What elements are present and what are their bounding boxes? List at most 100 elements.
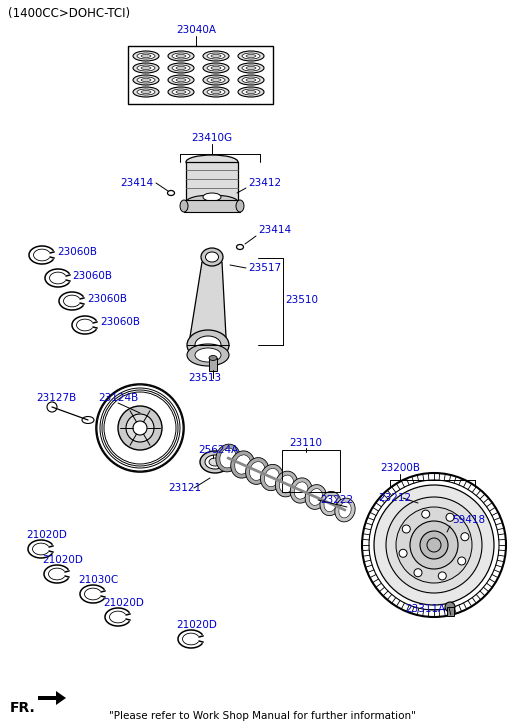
- Text: 23060B: 23060B: [57, 247, 97, 257]
- Circle shape: [422, 510, 430, 518]
- Ellipse shape: [137, 53, 155, 59]
- Ellipse shape: [141, 66, 151, 70]
- Text: 23513: 23513: [188, 373, 221, 383]
- Ellipse shape: [238, 63, 264, 73]
- Circle shape: [410, 521, 458, 569]
- Ellipse shape: [168, 87, 194, 97]
- Circle shape: [420, 531, 448, 559]
- Ellipse shape: [209, 356, 217, 361]
- Ellipse shape: [180, 200, 188, 212]
- Ellipse shape: [260, 465, 283, 491]
- Text: 23110: 23110: [290, 438, 323, 448]
- Text: 23212: 23212: [378, 493, 411, 503]
- Ellipse shape: [220, 448, 236, 468]
- Ellipse shape: [246, 90, 256, 94]
- Ellipse shape: [216, 444, 240, 472]
- Text: 23124B: 23124B: [98, 393, 138, 403]
- Text: 23510: 23510: [285, 295, 318, 305]
- Ellipse shape: [320, 491, 341, 515]
- Ellipse shape: [195, 336, 221, 354]
- Text: 25624A: 25624A: [198, 445, 238, 455]
- Ellipse shape: [206, 252, 219, 262]
- Ellipse shape: [133, 63, 159, 73]
- Ellipse shape: [211, 79, 221, 81]
- Ellipse shape: [246, 55, 256, 57]
- Circle shape: [414, 569, 422, 577]
- Text: 23200B: 23200B: [380, 463, 420, 473]
- Ellipse shape: [186, 195, 238, 209]
- Ellipse shape: [207, 77, 225, 83]
- Ellipse shape: [211, 55, 221, 57]
- Text: 23414: 23414: [258, 225, 291, 235]
- Text: "Please refer to Work Shop Manual for further information": "Please refer to Work Shop Manual for fu…: [109, 711, 415, 721]
- Text: 23060B: 23060B: [87, 294, 127, 304]
- Ellipse shape: [141, 79, 151, 81]
- Bar: [209, 358, 217, 371]
- Ellipse shape: [246, 457, 269, 484]
- Ellipse shape: [242, 89, 260, 95]
- Ellipse shape: [176, 66, 186, 70]
- Ellipse shape: [133, 87, 159, 97]
- Polygon shape: [190, 262, 226, 353]
- Ellipse shape: [168, 63, 194, 73]
- Ellipse shape: [201, 248, 223, 266]
- Text: 21020D: 21020D: [176, 620, 217, 630]
- Bar: [447, 607, 454, 616]
- Text: 23121: 23121: [168, 483, 201, 493]
- Ellipse shape: [172, 89, 190, 95]
- Ellipse shape: [242, 65, 260, 71]
- Ellipse shape: [133, 75, 159, 85]
- Text: (1400CC>DOHC-TCI): (1400CC>DOHC-TCI): [8, 7, 130, 20]
- Circle shape: [374, 485, 494, 605]
- Ellipse shape: [168, 75, 194, 85]
- Ellipse shape: [207, 89, 225, 95]
- Circle shape: [126, 414, 154, 442]
- Circle shape: [446, 513, 454, 521]
- Ellipse shape: [186, 155, 238, 169]
- Ellipse shape: [238, 51, 264, 61]
- Ellipse shape: [168, 51, 194, 61]
- Ellipse shape: [309, 489, 322, 505]
- Polygon shape: [38, 691, 66, 705]
- Bar: [282, 450, 340, 492]
- Ellipse shape: [176, 79, 186, 81]
- Ellipse shape: [187, 330, 229, 360]
- Ellipse shape: [137, 65, 155, 71]
- Circle shape: [399, 550, 407, 558]
- Circle shape: [438, 572, 446, 580]
- Ellipse shape: [133, 51, 159, 61]
- Ellipse shape: [137, 89, 155, 95]
- Ellipse shape: [141, 90, 151, 94]
- Ellipse shape: [176, 90, 186, 94]
- Ellipse shape: [235, 455, 251, 474]
- Ellipse shape: [203, 63, 229, 73]
- Circle shape: [386, 497, 482, 593]
- Ellipse shape: [294, 482, 308, 499]
- Ellipse shape: [279, 475, 293, 493]
- Ellipse shape: [141, 55, 151, 57]
- Ellipse shape: [305, 485, 326, 510]
- Text: 23311A: 23311A: [405, 604, 445, 614]
- Text: 23222: 23222: [320, 495, 353, 505]
- Bar: [184, 200, 240, 212]
- Circle shape: [402, 525, 410, 533]
- Ellipse shape: [242, 77, 260, 83]
- Circle shape: [133, 421, 147, 435]
- Text: 23127B: 23127B: [36, 393, 76, 403]
- Ellipse shape: [246, 79, 256, 81]
- Ellipse shape: [203, 75, 229, 85]
- Ellipse shape: [211, 90, 221, 94]
- Ellipse shape: [207, 65, 225, 71]
- Ellipse shape: [200, 451, 230, 473]
- Circle shape: [396, 507, 472, 583]
- Text: 59418: 59418: [452, 515, 485, 525]
- Ellipse shape: [137, 77, 155, 83]
- Ellipse shape: [205, 455, 225, 469]
- Ellipse shape: [209, 458, 221, 466]
- Text: 23060B: 23060B: [72, 271, 112, 281]
- Text: 23517: 23517: [248, 263, 281, 273]
- Ellipse shape: [324, 495, 337, 512]
- Text: FR.: FR.: [10, 701, 36, 715]
- Ellipse shape: [238, 87, 264, 97]
- Ellipse shape: [249, 462, 265, 481]
